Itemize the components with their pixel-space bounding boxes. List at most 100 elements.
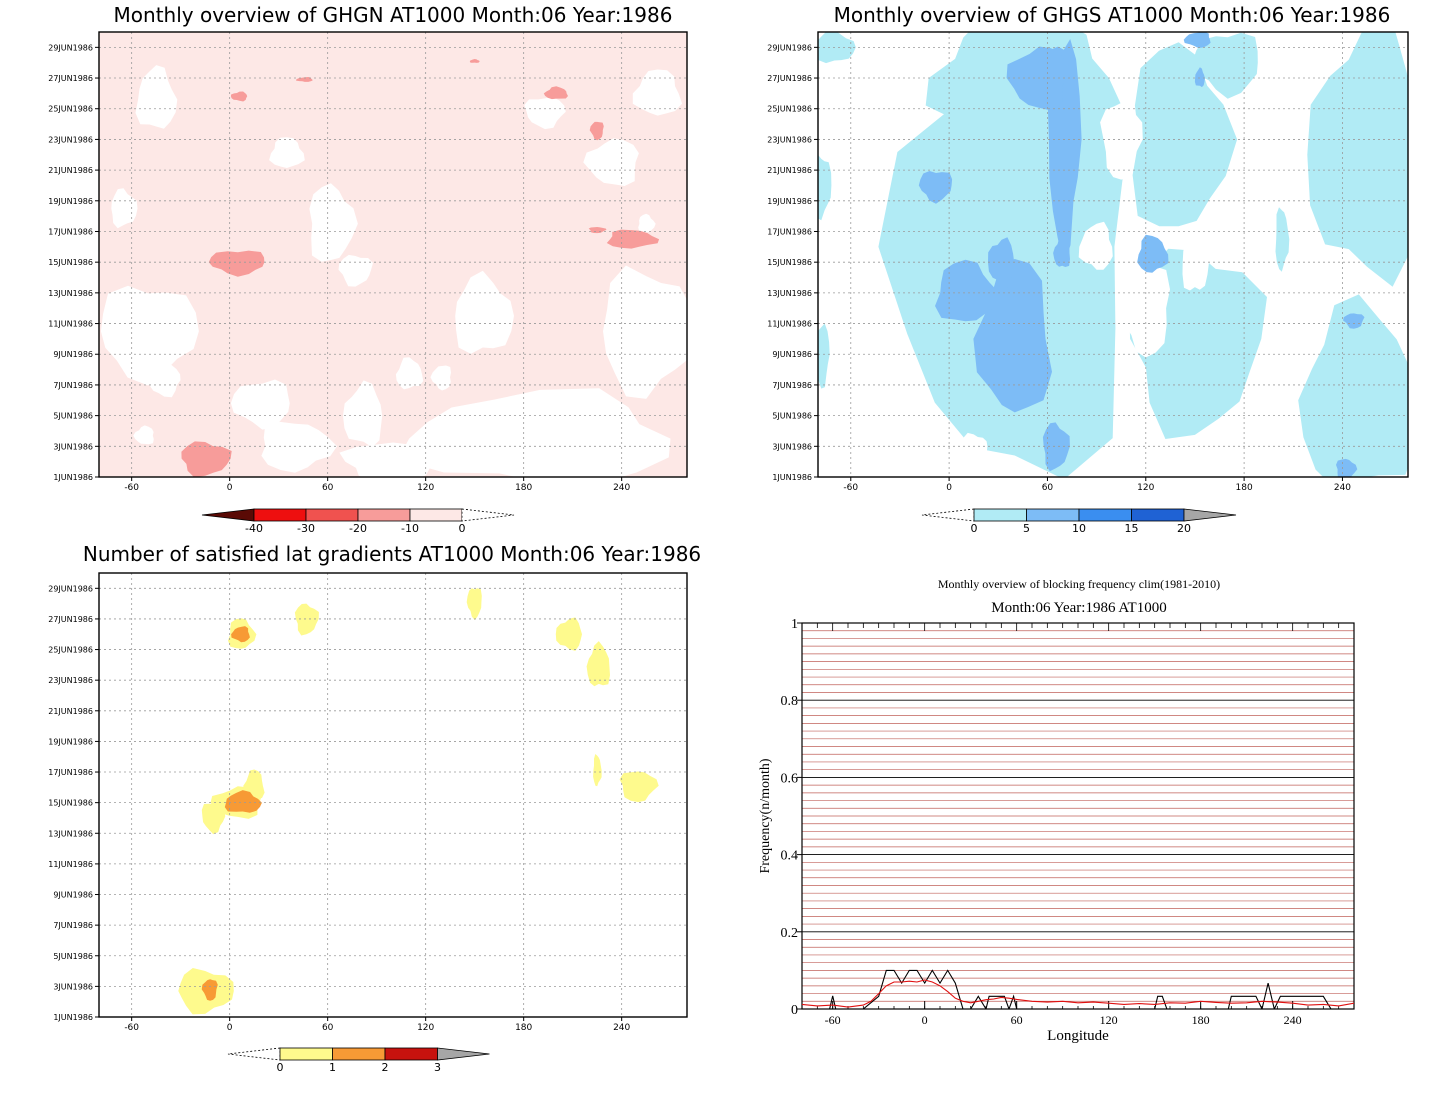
ghgn-colorbar-label: -10 (401, 522, 419, 535)
lat-y-tick-label: 17JUN1986 (48, 768, 93, 777)
freq-y-tick-label: 0 (791, 1003, 798, 1018)
ghgn-contour-region (309, 183, 358, 262)
ghgn-x-tick-label: 240 (613, 483, 630, 493)
ghgn-contour-region (100, 285, 199, 386)
lat-grid (99, 573, 687, 1018)
ghgs-contour-region (1006, 46, 1069, 111)
lat-plot-background (99, 573, 687, 1017)
ghgn-contour-region (543, 86, 568, 100)
ghgn-y-tick-label: 27JUN1986 (48, 74, 93, 83)
ghgs-y-tick-label: 17JUN1986 (767, 227, 812, 236)
ghgs-colorbar-label: 20 (1177, 522, 1191, 535)
ghgs-colorbar-label: 15 (1125, 522, 1139, 535)
ghgs-contour-region (1343, 313, 1365, 329)
lat-colorbar-swatch (384, 1047, 438, 1061)
ghgn-grid (99, 32, 687, 478)
lat-y-tick-label: 21JUN1986 (48, 707, 93, 716)
ghgs-y-tick-label: 3JUN1986 (772, 442, 812, 451)
ghgs-contour-region (1100, 102, 1143, 180)
ghgs-contour-region (818, 323, 830, 389)
ghgn-contour-region (261, 421, 338, 473)
lat-y-tick-label: 19JUN1986 (48, 737, 93, 746)
lat-y-tick-label: 25JUN1986 (48, 646, 93, 655)
ghgn-contour-region (632, 69, 683, 116)
ghgs-contour-region (1116, 265, 1170, 358)
ghgs-colorbar-swatch (1026, 508, 1080, 522)
ghgs-x-tick-label: -60 (843, 483, 858, 493)
ghgs-y-tick-label: 25JUN1986 (767, 105, 812, 114)
ghgs-y-tick-label: 27JUN1986 (767, 74, 812, 83)
ghgs-y-tick-label: 11JUN1986 (767, 320, 812, 329)
ghgn-contour-region (133, 425, 154, 445)
ghgs-y-tick-label: 5JUN1986 (772, 412, 812, 421)
ghgn-y-tick-label: 7JUN1986 (53, 381, 93, 390)
ghgs-contour-region (1182, 225, 1209, 291)
ghgn-contour-region (455, 270, 514, 354)
lat-colorbar-extend-high (437, 1047, 490, 1061)
lat-colorbar-label: 0 (277, 1061, 284, 1074)
ghgs-contour-region (1307, 32, 1408, 287)
ghgn-colorbar-extend-low (201, 508, 255, 522)
ghgs-y-tick-label: 19JUN1986 (767, 197, 812, 206)
ghgs-y-tick-label: 15JUN1986 (767, 258, 812, 267)
ghgs-contour-region (918, 171, 953, 204)
ghgn-contour-region (589, 121, 604, 141)
freq-y-tick-label: 1 (791, 617, 798, 632)
ghgn-contour-region (111, 188, 138, 229)
ghgs-contour-region (818, 154, 832, 221)
ghgn-x-tick-label: 120 (417, 483, 434, 493)
ghgs-contour-region (1192, 32, 1258, 99)
ghgn-frame (98, 31, 688, 478)
ghgs-colorbar-swatch (1078, 508, 1132, 522)
ghgs-x-tick-label: 60 (1042, 483, 1054, 493)
ghgn-contour-region (230, 91, 248, 102)
ghgn-y-tick-label: 23JUN1986 (48, 135, 93, 144)
freq-xlabel: Longitude (1047, 1028, 1109, 1044)
freq-series (802, 969, 1354, 1009)
lat-x-tick-label: 60 (322, 1023, 334, 1033)
lat-x-tick-label: 180 (515, 1023, 532, 1033)
ghgs-y-tick-label: 7JUN1986 (772, 381, 812, 390)
lat-y-tick-label: 11JUN1986 (48, 860, 93, 869)
lat-plot: -60 0 60 120 180 2401JUN19863JUN19865JUN19867… (48, 572, 688, 1074)
ghgs-contour-region (1298, 294, 1408, 477)
lat-y-tick-label: 29JUN1986 (48, 584, 93, 593)
freq-x-tick-label: 60 (1011, 1013, 1023, 1027)
freq-y-tick-label: 0.6 (781, 771, 799, 786)
freq-y-tick-label: 0.4 (781, 849, 799, 864)
ghgs-contour-region (1078, 221, 1113, 270)
lat-x-tick-label: 0 (227, 1023, 233, 1033)
freq-ylabel: Frequency(n/month) (758, 758, 773, 873)
ghgn-y-tick-label: 17JUN1986 (48, 227, 93, 236)
ghgn-contour-region (397, 388, 671, 477)
ghgs-contour-region (1336, 458, 1358, 477)
lat-contour-region (231, 626, 250, 643)
lat-regions (178, 588, 659, 1015)
lat-contour-region (586, 641, 610, 687)
ghgn-contour-region (588, 227, 607, 234)
ghgn-y-tick-label: 21JUN1986 (48, 166, 93, 175)
ghgn-colorbar-label: 0 (459, 522, 466, 535)
lat-contour-region (619, 771, 659, 803)
lat-title: Number of satisfied lat gradients AT1000… (83, 542, 701, 566)
ghgn-contour-region (146, 364, 181, 398)
ghgn-contour-region (269, 137, 305, 168)
ghgn-x-tick-label: 180 (515, 483, 532, 493)
freq-subtitle: Month:06 Year:1986 AT1000 (991, 600, 1166, 616)
ghgs-frame (817, 31, 1409, 478)
ghgn-contour-region (430, 365, 451, 391)
ghgs-x-tick-label: 240 (1334, 483, 1351, 493)
ghgn-contour-region (606, 229, 660, 249)
ghgs-colorbar-extend-high (1183, 508, 1237, 522)
lat-frame (98, 572, 688, 1018)
ghgs-colorbar-swatch (1131, 508, 1185, 522)
ghgs-y-tick-label: 1JUN1986 (772, 473, 812, 482)
freq-y-tick-label: 0.8 (781, 694, 799, 709)
ghgn-colorbar-label: -20 (349, 522, 367, 535)
ghgn-y-tick-label: 9JUN1986 (53, 350, 93, 359)
ghgn-y-tick-label: 15JUN1986 (48, 258, 93, 267)
ghgn-regions (100, 59, 687, 477)
freq-y-tick-label: 0.2 (781, 926, 799, 941)
ghgn-title: Monthly overview of GHGN AT1000 Month:06… (114, 3, 673, 27)
